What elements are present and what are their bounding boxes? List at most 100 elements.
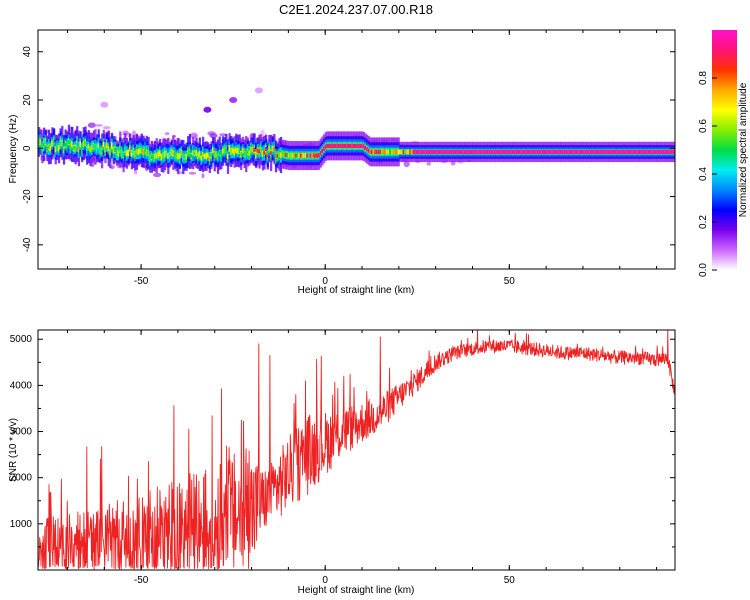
- colorbar-tick-label: 0.2: [698, 215, 709, 229]
- heatmap-cell: [238, 148, 241, 154]
- heatmap-cell: [94, 124, 103, 127]
- y-tick-label: 5000: [10, 334, 33, 345]
- heatmap-cell: [409, 149, 412, 155]
- heatmap-cell: [492, 149, 495, 155]
- x-tick-label: 0: [322, 276, 328, 287]
- heatmap-cell: [606, 149, 609, 155]
- heatmap-cell: [622, 149, 626, 155]
- heatmap-cell: [306, 153, 309, 158]
- colorbar-gradient: [712, 30, 737, 270]
- heatmap-cell: [483, 149, 486, 155]
- heatmap-cell: [540, 149, 543, 155]
- spectrogram-frame: [37, 29, 676, 270]
- heatmap-cell: [613, 149, 616, 155]
- heatmap-cell: [162, 153, 165, 158]
- y-tick-label: -40: [22, 237, 33, 252]
- heatmap-cell: [632, 149, 636, 155]
- heatmap-cell: [526, 149, 530, 155]
- heatmap-cell: [400, 149, 404, 155]
- heatmap-cell: [250, 148, 253, 153]
- heatmap-cell: [278, 152, 281, 157]
- heatmap-cell: [296, 153, 299, 158]
- heatmap-cell: [319, 150, 322, 156]
- heatmap-cell: [435, 149, 438, 155]
- heatmap-cell: [473, 149, 477, 155]
- heatmap-cell: [482, 149, 485, 155]
- heatmap-cell: [299, 153, 303, 158]
- y-tick-label: 4000: [10, 380, 33, 391]
- heatmap-cell: [87, 122, 96, 128]
- heatmap-cell: [276, 153, 279, 159]
- heatmap-cell: [97, 143, 100, 148]
- heatmap-cell: [236, 148, 240, 154]
- heatmap-cell: [422, 149, 425, 155]
- heatmap-cell: [392, 149, 395, 155]
- heatmap-cell: [59, 140, 62, 145]
- heatmap-cell: [672, 149, 675, 155]
- heatmap-cell: [157, 152, 160, 158]
- heatmap-cell: [453, 149, 457, 155]
- heatmap-cell: [639, 149, 642, 155]
- heatmap-cell: [203, 154, 206, 159]
- heatmap-cell: [149, 156, 152, 161]
- heatmap-cell: [91, 145, 94, 151]
- x-tick-label: 0: [322, 575, 328, 586]
- heatmap-cell: [344, 143, 347, 149]
- heatmap-cell: [226, 154, 230, 159]
- heatmap-cell: [304, 153, 308, 158]
- heatmap-cell: [230, 149, 233, 154]
- heatmap-cell: [501, 149, 505, 155]
- heatmap-cell: [308, 153, 311, 158]
- heatmap-cell: [140, 148, 143, 153]
- snr-frame: [37, 329, 676, 571]
- heatmap-cell: [265, 146, 268, 152]
- heatmap-cell: [394, 149, 397, 155]
- heatmap-cell: [523, 149, 526, 155]
- heatmap-cell: [286, 153, 289, 158]
- heatmap-cell: [188, 171, 197, 175]
- heatmap-cell: [608, 149, 611, 155]
- colorbar-tick-label: 0.0: [698, 263, 709, 277]
- heatmap-cell: [566, 149, 569, 155]
- heatmap-cell: [165, 151, 168, 156]
- colorbar-ticks: 0.0 0.2 0.4 0.6 0.8: [698, 71, 717, 277]
- heatmap-cell: [104, 146, 107, 152]
- heatmap-cell: [266, 153, 269, 158]
- heatmap-cell: [178, 154, 182, 159]
- heatmap-cell: [74, 145, 77, 150]
- heatmap-cell: [119, 147, 122, 152]
- heatmap-cell: [182, 154, 185, 160]
- heatmap-cell: [92, 143, 95, 149]
- heatmap-cell: [270, 150, 273, 156]
- heatmap-cell: [261, 151, 264, 156]
- heatmap-cell: [470, 149, 473, 155]
- heatmap-cell: [364, 145, 367, 151]
- heatmap-cell: [647, 149, 651, 155]
- heatmap-cell: [81, 147, 84, 152]
- heatmap-cell: [39, 140, 42, 145]
- heatmap-cell: [150, 154, 153, 160]
- heatmap-cell: [535, 149, 538, 155]
- snr-x-label: Height of straight line (km): [298, 585, 415, 596]
- y-tick-label: 2000: [10, 473, 33, 484]
- heatmap-cell: [279, 152, 283, 158]
- heatmap-cell: [604, 149, 607, 155]
- heatmap-cell: [159, 151, 162, 156]
- heatmap-cell: [167, 153, 170, 159]
- heatmap-cell: [221, 148, 225, 154]
- heatmap-cell: [609, 149, 612, 155]
- heatmap-cell: [342, 143, 346, 149]
- heatmap-cell: [503, 149, 506, 155]
- heatmap-cell: [573, 149, 576, 155]
- heatmap-cell: [281, 152, 284, 157]
- heatmap-cell: [442, 149, 445, 155]
- heatmap-cell: [326, 143, 329, 149]
- heatmap-cell: [303, 153, 306, 158]
- heatmap-cell: [506, 149, 510, 155]
- heatmap-cell: [578, 149, 581, 155]
- heatmap-cell: [564, 149, 568, 155]
- heatmap-cell: [105, 143, 109, 148]
- heatmap-cell: [480, 149, 483, 155]
- heatmap-cell: [530, 149, 533, 155]
